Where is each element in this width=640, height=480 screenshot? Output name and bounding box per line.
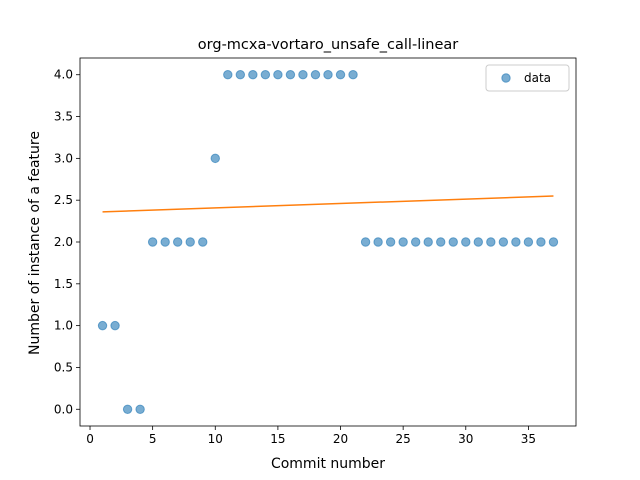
data-point [135,404,145,414]
plot-area: 0 5 10 15 20 25 30 35 0.0 0.5 1.0 1.5 2.0 2.5 3.0 3.5 4.… [54,57,577,446]
data-point [273,70,283,80]
y-tick-label: 0.5 [54,360,73,374]
data-point [198,237,208,247]
y-axis-label: Number of instance of a feature [27,131,43,355]
x-tick-label: 0 [86,432,94,446]
data-point [360,237,371,247]
x-tick-label: 5 [149,432,157,446]
legend-marker [501,73,511,83]
data-point [260,70,271,80]
data-point [486,237,496,247]
data-point [235,70,246,80]
data-point [122,404,133,414]
x-tick-label: 10 [208,432,223,446]
legend-label: data [524,71,551,85]
data-point [335,70,346,80]
data-point [223,70,233,80]
data-point [97,320,108,331]
data-point [410,237,421,247]
y-tick-label: 1.5 [54,277,73,291]
data-point [473,237,484,247]
x-tick-label: 30 [458,432,473,446]
data-point [348,70,358,80]
data-point [185,237,195,247]
data-point [323,70,333,80]
data-point [423,237,433,247]
data-point [298,70,308,80]
data-point [373,237,383,247]
x-tick-label: 25 [396,432,411,446]
data-point [511,237,521,247]
legend: data [485,64,570,92]
fit-line [102,195,554,213]
x-tick-label: 20 [333,432,348,446]
data-point [248,70,258,80]
y-tick-label: 1.0 [54,319,73,333]
legend-box [485,64,570,92]
y-tick-label: 2.0 [54,235,73,249]
y-tick-label: 3.0 [54,151,73,165]
data-point [523,237,534,247]
data-point [210,153,220,164]
data-point [398,237,408,247]
data-point [172,237,183,247]
y-tick-label: 3.5 [54,110,73,124]
x-tick-label: 35 [521,432,536,446]
data-point [448,237,458,247]
axes-frame [79,57,577,427]
data-point [548,237,559,247]
data-point [385,237,396,247]
data-point [110,320,120,331]
data-point [498,237,509,247]
data-point [461,237,471,247]
data-point [536,237,546,247]
data-point [310,70,321,80]
data-point [160,237,170,247]
y-tick-label: 2.5 [54,193,73,207]
y-tick-label: 0.0 [54,402,73,416]
x-axis-label: Commit number [271,456,385,472]
data-point [285,70,296,80]
data-point [436,237,446,247]
x-tick-label: 15 [270,432,285,446]
y-tick-label: 4.0 [54,68,73,82]
data-point [147,237,158,247]
chart-title: org-mcxa-vortaro_unsafe_call-linear [198,37,458,53]
